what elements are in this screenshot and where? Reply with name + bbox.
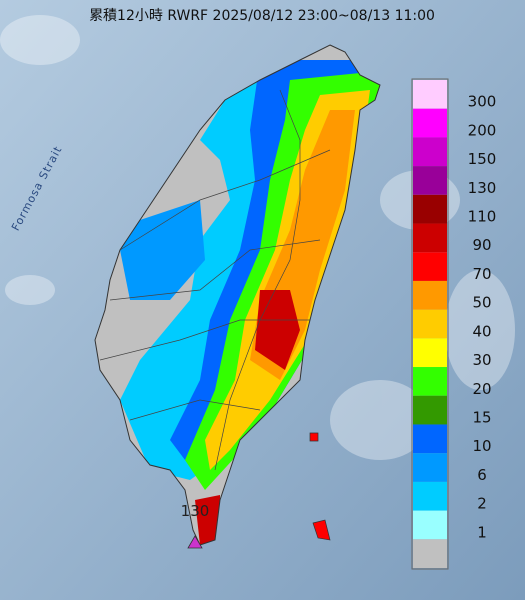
- legend-swatch: [413, 252, 447, 281]
- legend-swatch: [413, 194, 447, 224]
- legend-swatch: [413, 137, 447, 167]
- legend-frame: [411, 78, 449, 570]
- legend-label: 200: [468, 121, 497, 139]
- legend-swatch: [413, 510, 447, 540]
- legend-label: 20: [472, 380, 491, 398]
- legend: 300 200 150 130 110 90 70 50 40 30 20 15 10 6 2 1: [413, 80, 496, 568]
- legend-label: 15: [472, 408, 491, 426]
- max-marker: [187, 535, 203, 549]
- legend-swatch: [413, 280, 447, 310]
- legend-label: 110: [468, 208, 497, 226]
- map-title: 累積12小時 RWRF 2025/08/12 23:00~08/13 11:00: [89, 8, 435, 24]
- lanyu-island: [312, 519, 331, 541]
- legend-swatch: [413, 367, 447, 396]
- legend-label: 6: [477, 466, 487, 484]
- legend-swatch: [413, 424, 447, 454]
- county-borders: [99, 89, 331, 471]
- legend-swatch: [413, 80, 447, 109]
- legend-label: 150: [468, 150, 497, 168]
- legend-swatch: [413, 395, 447, 425]
- legend-label: 300: [468, 93, 497, 111]
- legend-label: 2: [477, 495, 487, 513]
- legend-swatch: [413, 223, 447, 253]
- legend-label: 90: [472, 236, 491, 254]
- legend-label: 130: [468, 179, 497, 197]
- legend-swatch: [413, 166, 447, 195]
- clouds: [0, 15, 515, 460]
- legend-label: 70: [472, 265, 491, 283]
- legend-swatch: [413, 338, 447, 368]
- legend-label: 30: [472, 351, 491, 369]
- legend-swatch: [413, 309, 447, 339]
- legend-label: 10: [472, 437, 491, 455]
- legend-label: 50: [472, 294, 491, 312]
- legend-label: 1: [477, 523, 487, 541]
- legend-label: 40: [472, 322, 491, 340]
- max-label: 130: [181, 502, 210, 520]
- legend-swatch: [413, 453, 447, 482]
- legend-swatch: [413, 539, 447, 568]
- legend-swatch: [413, 481, 447, 511]
- legend-swatch: [413, 108, 447, 138]
- green-island: [309, 432, 319, 442]
